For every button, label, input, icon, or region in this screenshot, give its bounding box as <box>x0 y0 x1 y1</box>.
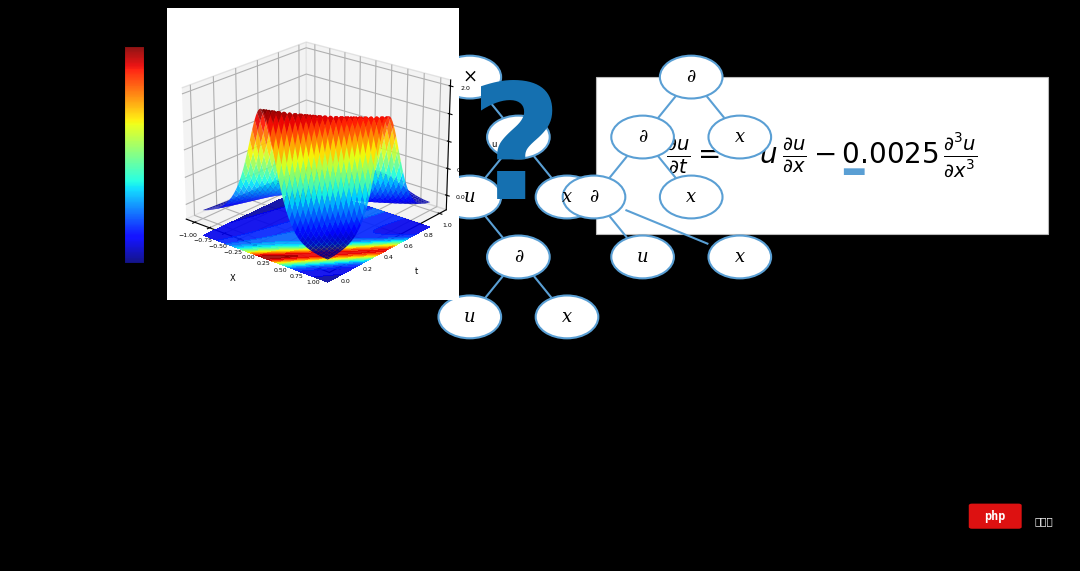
Ellipse shape <box>536 176 598 219</box>
Ellipse shape <box>708 115 771 159</box>
Text: php: php <box>985 510 1005 522</box>
Text: ∂: ∂ <box>590 188 598 206</box>
Text: ∂: ∂ <box>514 248 523 266</box>
Ellipse shape <box>438 176 501 219</box>
Text: x: x <box>734 248 745 266</box>
X-axis label: X: X <box>230 274 235 283</box>
Text: ×: × <box>462 68 477 86</box>
Ellipse shape <box>660 176 723 219</box>
Ellipse shape <box>487 235 550 279</box>
Text: x: x <box>734 128 745 146</box>
Ellipse shape <box>536 296 598 338</box>
Text: –: – <box>289 145 315 198</box>
Y-axis label: t: t <box>415 267 418 276</box>
Ellipse shape <box>438 296 501 338</box>
Text: –: – <box>840 145 866 198</box>
Ellipse shape <box>390 115 453 159</box>
Text: u: u <box>464 188 475 206</box>
Ellipse shape <box>708 235 771 279</box>
Text: u: u <box>637 248 648 266</box>
Ellipse shape <box>611 235 674 279</box>
Text: ∂: ∂ <box>638 128 647 146</box>
FancyBboxPatch shape <box>596 77 1048 234</box>
Text: x: x <box>686 188 697 206</box>
Ellipse shape <box>563 176 625 219</box>
Text: 中文网: 中文网 <box>1035 516 1054 526</box>
Text: $\frac{\partial u}{\partial t} = -u\,\frac{\partial u}{\partial x} - 0.0025\,\fr: $\frac{\partial u}{\partial t} = -u\,\fr… <box>666 131 977 180</box>
Text: x: x <box>562 308 572 326</box>
Text: u: u <box>416 128 427 146</box>
Text: ∂: ∂ <box>514 128 523 146</box>
FancyBboxPatch shape <box>969 504 1022 529</box>
Ellipse shape <box>487 115 550 159</box>
Text: ?: ? <box>470 77 563 232</box>
Text: x: x <box>562 188 572 206</box>
Ellipse shape <box>438 56 501 98</box>
Ellipse shape <box>611 115 674 159</box>
Text: ∂: ∂ <box>687 68 696 86</box>
Text: u: u <box>464 308 475 326</box>
Ellipse shape <box>660 56 723 98</box>
